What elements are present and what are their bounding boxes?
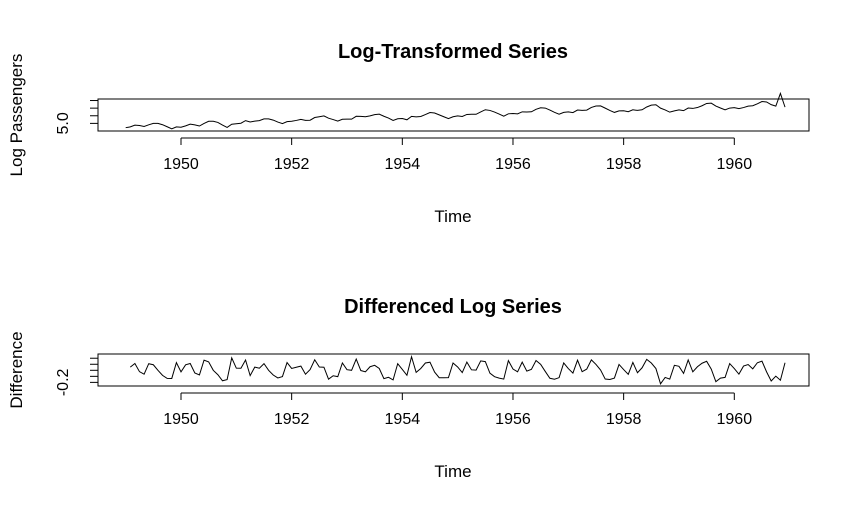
x-axis: 1950 1952 1954 1956 1958 1960 xyxy=(163,137,753,173)
y-tick-label: -0.2 xyxy=(55,368,72,396)
x-tick-label: 1954 xyxy=(385,156,421,173)
plot-frame xyxy=(97,98,810,132)
y-axis-label: Difference xyxy=(7,331,26,408)
x-tick-label: 1952 xyxy=(274,411,310,428)
series-line xyxy=(125,91,786,130)
x-tick-label: 1958 xyxy=(606,156,642,173)
y-axis: -0.2 xyxy=(55,357,98,396)
x-tick-label: 1956 xyxy=(495,411,531,428)
chart-title: Differenced Log Series xyxy=(344,296,562,318)
plot-frame xyxy=(97,353,810,387)
x-axis-label: Time xyxy=(434,207,471,226)
y-axis: 5.0 xyxy=(55,100,98,135)
x-axis: 1950 1952 1954 1956 1958 1960 xyxy=(163,392,753,428)
x-tick-label: 1954 xyxy=(385,411,421,428)
x-axis-label: Time xyxy=(434,462,471,481)
x-tick-label: 1950 xyxy=(163,156,199,173)
y-tick-label: 5.0 xyxy=(55,112,72,134)
y-axis-label: Log Passengers xyxy=(7,54,26,177)
x-tick-label: 1956 xyxy=(495,156,531,173)
panel-log-series: Log-Transformed Series 5.0 1950 1952 1954 1… xyxy=(7,41,810,226)
x-tick-label: 1958 xyxy=(606,411,642,428)
chart-title: Log-Transformed Series xyxy=(338,41,568,63)
series-line xyxy=(129,354,786,385)
x-tick-label: 1960 xyxy=(717,156,753,173)
x-tick-label: 1960 xyxy=(717,411,753,428)
x-tick-label: 1950 xyxy=(163,411,199,428)
x-tick-label: 1952 xyxy=(274,156,310,173)
panel-differenced-series: Differenced Log Series -0.2 1950 1952 1954… xyxy=(7,296,810,481)
